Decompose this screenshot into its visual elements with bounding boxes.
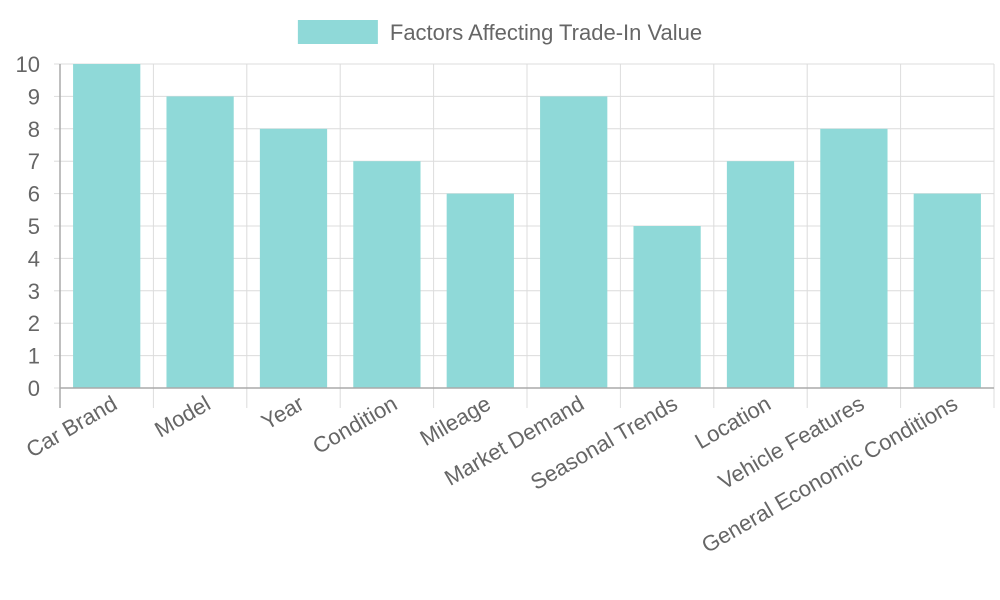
- x-tick-label: Model: [150, 391, 214, 443]
- y-tick-label: 0: [28, 376, 40, 401]
- legend[interactable]: Factors Affecting Trade-In Value: [297, 20, 702, 45]
- y-tick-labels: 0 1 2 3 4 5 6 7 8 9 10: [16, 52, 40, 401]
- bar[interactable]: [166, 96, 234, 389]
- x-tick-label: Condition: [308, 391, 401, 459]
- y-tick-label: 9: [28, 84, 40, 109]
- bar[interactable]: [73, 64, 141, 388]
- bar[interactable]: [353, 161, 421, 388]
- y-tick-label: 3: [28, 279, 40, 304]
- y-tick-label: 2: [28, 311, 40, 336]
- bar[interactable]: [633, 226, 701, 388]
- y-tick-label: 7: [28, 149, 40, 174]
- bar[interactable]: [820, 128, 888, 389]
- y-tick-label: 5: [28, 214, 40, 239]
- bar[interactable]: [913, 193, 981, 388]
- y-tick-label: 4: [28, 246, 40, 271]
- y-tick-label: 8: [28, 117, 40, 142]
- x-tick-label: Car Brand: [22, 391, 121, 463]
- legend-swatch[interactable]: [297, 20, 378, 44]
- x-tick-label: Mileage: [416, 391, 495, 451]
- bars-layer: [73, 64, 981, 389]
- x-tick-labels: Car Brand Model Year Condition MileageMarket…: [22, 391, 962, 558]
- x-tick-label: Year: [257, 391, 308, 435]
- y-tick-label: 1: [28, 344, 40, 369]
- bar[interactable]: [259, 128, 328, 389]
- bar[interactable]: [446, 193, 514, 388]
- bar[interactable]: [726, 161, 795, 388]
- legend-label[interactable]: Factors Affecting Trade-In Value: [390, 20, 702, 45]
- bar[interactable]: [540, 96, 608, 389]
- y-tick-label: 10: [16, 52, 40, 77]
- axis-layer: [59, 64, 994, 408]
- y-tick-label: 6: [28, 182, 40, 207]
